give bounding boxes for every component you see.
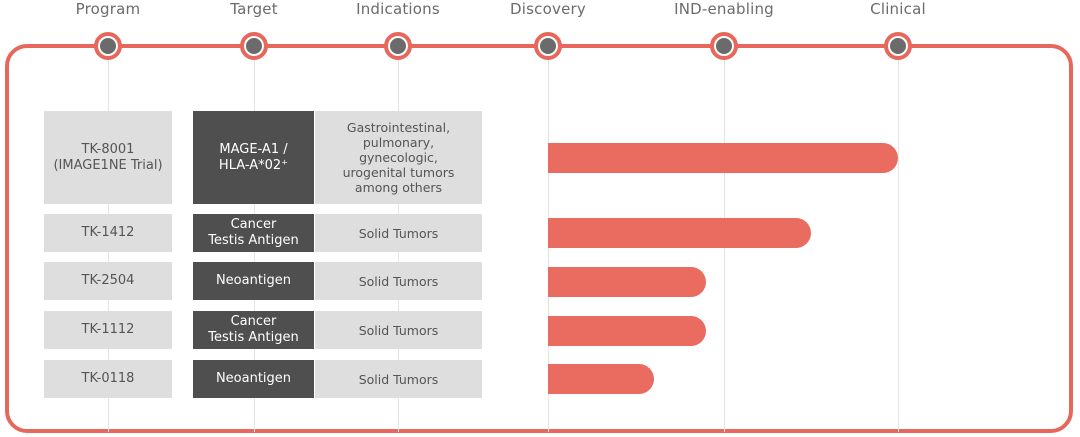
marker-indications xyxy=(384,32,412,60)
program-cell: TK-1412 xyxy=(44,214,172,252)
marker-discovery xyxy=(534,32,562,60)
target-cell: Cancer Testis Antigen xyxy=(193,311,314,349)
header-discovery: Discovery xyxy=(510,0,586,18)
target-cell: MAGE-A1 / HLA-A*02⁺ xyxy=(193,111,314,204)
indication-cell: Solid Tumors xyxy=(315,214,482,252)
program-label: TK-0118 xyxy=(81,371,135,387)
indication-cell: Solid Tumors xyxy=(315,311,482,349)
indication-label: Solid Tumors xyxy=(358,273,439,289)
program-label: TK-8001 (IMAGE1NE Trial) xyxy=(53,141,163,173)
indication-cell: Gastrointestinal, pulmonary, gynecologic… xyxy=(315,111,482,204)
target-cell: Cancer Testis Antigen xyxy=(193,214,314,252)
program-label: TK-2504 xyxy=(81,273,135,289)
progress-bar xyxy=(548,267,707,297)
marker-clinical xyxy=(884,32,912,60)
target-label: Neoantigen xyxy=(215,371,292,387)
target-label: MAGE-A1 / HLA-A*02⁺ xyxy=(218,141,289,173)
program-cell: TK-1112 xyxy=(44,311,172,349)
program-cell: TK-2504 xyxy=(44,262,172,300)
progress-bar xyxy=(548,218,811,248)
header-ind-enabling: IND-enabling xyxy=(674,0,774,18)
marker-dot xyxy=(100,38,116,54)
indication-label: Gastrointestinal, pulmonary, gynecologic… xyxy=(342,120,455,195)
target-label: Cancer Testis Antigen xyxy=(208,314,299,345)
target-label: Cancer Testis Antigen xyxy=(208,217,299,248)
indication-label: Solid Tumors xyxy=(358,225,439,241)
marker-dot xyxy=(890,38,906,54)
target-label: Neoantigen xyxy=(215,273,292,289)
program-label: TK-1412 xyxy=(81,225,135,241)
indication-cell: Solid Tumors xyxy=(315,262,482,300)
marker-dot xyxy=(716,38,732,54)
target-cell: Neoantigen xyxy=(193,360,314,398)
marker-dot xyxy=(246,38,262,54)
marker-dot xyxy=(390,38,406,54)
header-program: Program xyxy=(75,0,141,18)
program-cell: TK-0118 xyxy=(44,360,172,398)
marker-program xyxy=(94,32,122,60)
marker-ind-enabling xyxy=(710,32,738,60)
indication-cell: Solid Tumors xyxy=(315,360,482,398)
indication-label: Solid Tumors xyxy=(358,371,439,387)
header-target: Target xyxy=(230,0,278,18)
program-label: TK-1112 xyxy=(81,322,135,338)
progress-bar xyxy=(548,143,898,173)
indication-label: Solid Tumors xyxy=(358,322,439,338)
header-clinical: Clinical xyxy=(870,0,926,18)
marker-target xyxy=(240,32,268,60)
gridline-clinical xyxy=(898,48,899,432)
header-indications: Indications xyxy=(356,0,440,18)
target-cell: Neoantigen xyxy=(193,262,314,300)
progress-bar xyxy=(548,316,707,346)
marker-dot xyxy=(540,38,556,54)
progress-bar xyxy=(548,364,654,394)
program-cell: TK-8001 (IMAGE1NE Trial) xyxy=(44,111,172,204)
